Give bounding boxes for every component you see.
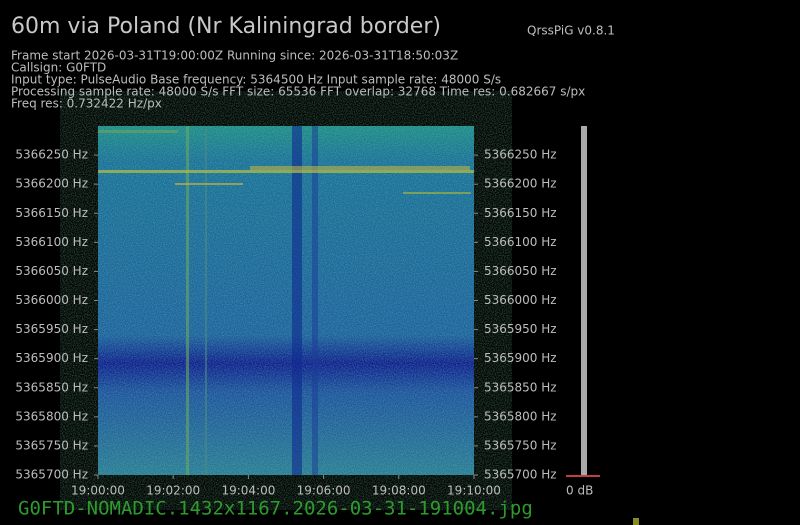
y-tick-label: 5365950 Hz [15,322,88,336]
y-tick-label: 5366050 Hz [15,264,88,278]
y-tick-label: 5366250 Hz [15,148,88,162]
x-tick-label: 19:10:00 [447,484,501,498]
x-tick-label: 19:08:00 [372,484,426,498]
y2-tick-label: 5366050 Hz [484,264,557,278]
y2-tick-label: 5365850 Hz [484,380,557,394]
y2-tick-label: 5365700 Hz [484,468,557,482]
title: 60m via Poland (Nr Kaliningrad border) [11,14,441,39]
x-tick-label: 19:02:00 [146,484,200,498]
y2-tick-label: 5365750 Hz [484,438,557,452]
y2-tick-label: 5366100 Hz [484,235,557,249]
y-tick-label: 5366100 Hz [15,235,88,249]
level-meter [566,126,600,477]
y2-tick-label: 5365950 Hz [484,322,557,336]
y-tick-label: 5365700 Hz [15,468,88,482]
y-tick-label: 5365800 Hz [15,409,88,423]
y2-tick-label: 5366250 Hz [484,148,557,162]
y-tick-label: 5365850 Hz [15,380,88,394]
info: Frame start 2026-03-31T19:00:00Z Running… [11,49,585,111]
y2-tick-label: 5365800 Hz [484,409,557,423]
spectrogram [98,126,474,475]
info-line: Freq res: 0.732422 Hz/px [11,97,162,111]
x-tick-label: 19:04:00 [221,484,275,498]
x-tick-label: 19:06:00 [297,484,351,498]
y2-tick-label: 5366200 Hz [484,177,557,191]
y2-tick-label: 5365900 Hz [484,351,557,365]
y2-tick-label: 5366150 Hz [484,206,557,220]
y-tick-label: 5365750 Hz [15,438,88,452]
y-tick-label: 5366200 Hz [15,177,88,191]
info-line: Processing sample rate: 48000 S/s FFT si… [11,85,585,99]
y-tick-label: 5365900 Hz [15,351,88,365]
info-line: Frame start 2026-03-31T19:00:00Z Running… [11,49,458,63]
x-tick-label: 19:00:00 [71,484,125,498]
info-line: Callsign: G0FTD [11,61,106,75]
info-line: Input type: PulseAudio Base frequency: 5… [11,73,501,87]
version: QrssPiG v0.8.1 [527,24,615,38]
y-tick-label: 5366000 Hz [15,293,88,307]
y2-tick-label: 5366000 Hz [484,293,557,307]
level-label: 0 dB [566,484,593,498]
filename: G0FTD-NOMADIC.1432x1167.2026-03-31-19100… [18,498,533,520]
y-tick-label: 5366150 Hz [15,206,88,220]
